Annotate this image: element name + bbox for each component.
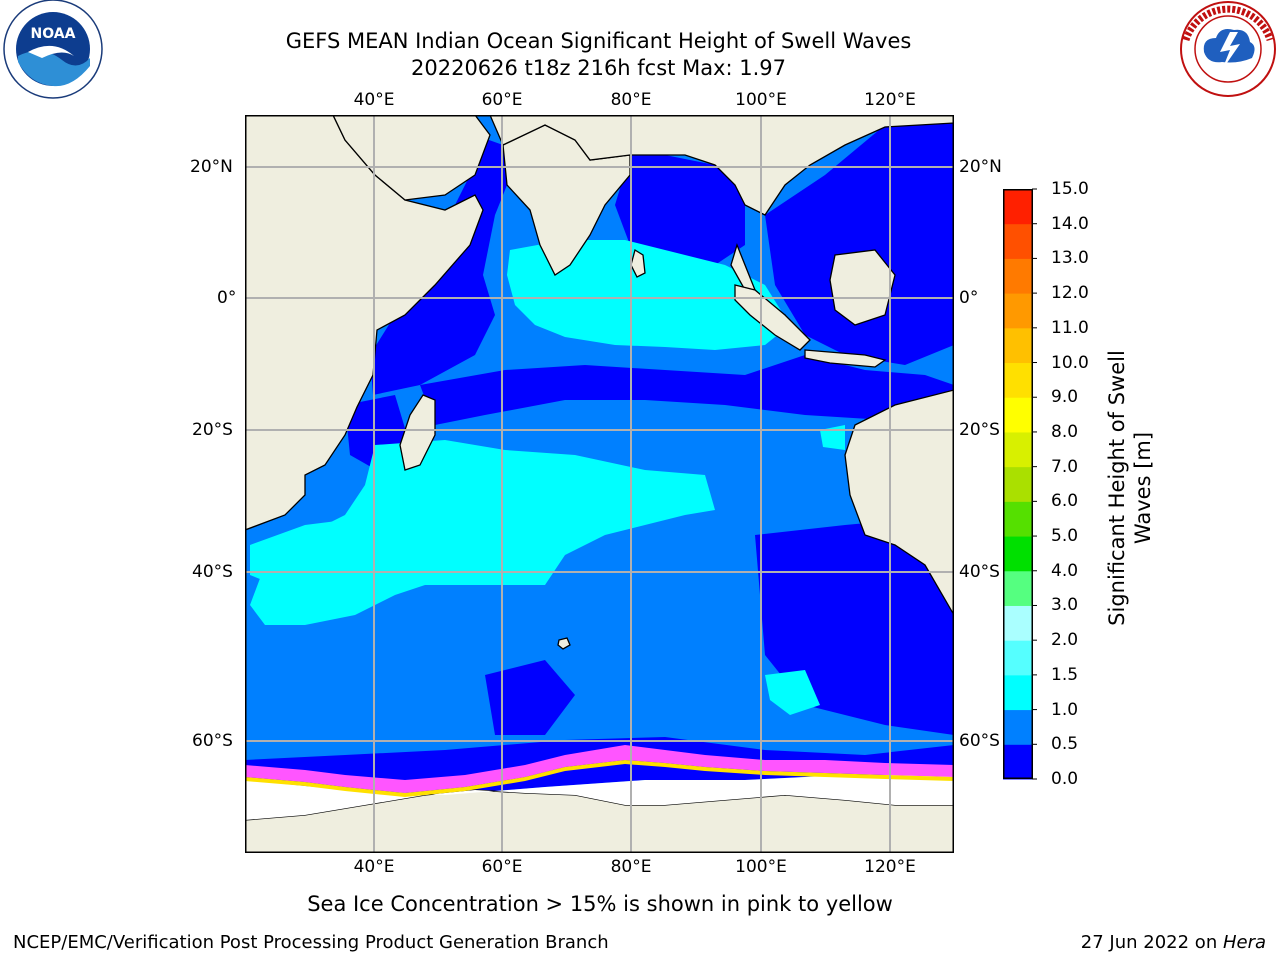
colorbar-segment [1003, 744, 1033, 780]
colorbar-segment [1003, 223, 1033, 259]
colorbar-tick-label: 7.0 [1051, 456, 1079, 477]
colorbar-segment [1003, 674, 1033, 711]
colorbar-segment [1003, 397, 1033, 433]
colorbar-segment [1003, 466, 1033, 502]
colorbar-tick-label: 14.0 [1051, 213, 1089, 234]
lat-label-left-40s: 40°S [192, 562, 233, 582]
lat-label-left-20n: 20°N [190, 157, 233, 177]
land-masses [245, 115, 954, 853]
lon-label-bottom-100e: 100°E [735, 857, 787, 877]
colorbar-tick-label: 2.0 [1051, 630, 1079, 651]
map-border [245, 115, 954, 853]
noaa-logo: NOAA [3, 0, 103, 99]
colorbar-label: Significant Height of Swell Waves [m] [1104, 338, 1156, 638]
sea-ice-caption: Sea Ice Concentration > 15% is shown in … [307, 892, 893, 916]
lat-label-left-0: 0° [217, 288, 237, 308]
nws-logo [1180, 1, 1276, 97]
lat-label-right-20s: 20°S [959, 420, 1000, 440]
footer-date-text: 27 Jun 2022 on [1080, 932, 1223, 953]
sea-ice-white [245, 775, 954, 820]
lon-label-bottom-80e: 80°E [610, 857, 652, 877]
lon-label-bottom-120e: 120°E [864, 857, 916, 877]
colorbar-segment [1003, 536, 1033, 572]
colorbar-label-line1: Significant Height of Swell [1105, 350, 1129, 626]
colorbar-tick-label: 13.0 [1051, 248, 1089, 269]
map-canvas [245, 115, 954, 853]
colorbar-segment [1003, 189, 1033, 225]
lon-label-top-100e: 100°E [735, 90, 787, 110]
colorbar-tick-label: 11.0 [1051, 317, 1089, 338]
colorbar-tick-label: 15.0 [1051, 179, 1089, 199]
noaa-logo-text: NOAA [31, 26, 76, 42]
swell-1-1.5-regions [250, 240, 845, 715]
colorbar-tick-label: 6.0 [1051, 491, 1079, 512]
sea-ice-pink-band [245, 745, 954, 793]
colorbar-tick-label: 12.0 [1051, 283, 1089, 304]
colorbar-tick-label: 1.5 [1051, 664, 1079, 685]
map-gridlines [245, 115, 954, 853]
colorbar-tick-label: 1.0 [1051, 699, 1079, 720]
colorbar-tick-label: 0.5 [1051, 734, 1079, 755]
colorbar [1003, 188, 1037, 780]
footer-branch: NCEP/EMC/Verification Post Processing Pr… [13, 932, 609, 953]
colorbar-segment [1003, 362, 1033, 398]
colorbar-tick-label: 4.0 [1051, 560, 1079, 581]
colorbar-segment [1003, 605, 1033, 641]
colorbar-segment [1003, 501, 1033, 537]
colorbar-tick-label: 9.0 [1051, 387, 1079, 408]
colorbar-svg [1003, 188, 1037, 780]
colorbar-tick-label: 3.0 [1051, 595, 1079, 616]
lon-label-top-40e: 40°E [353, 90, 395, 110]
lon-label-top-80e: 80°E [610, 90, 652, 110]
map-subtitle: 20220626 t18z 216h fcst Max: 1.97 [411, 56, 786, 80]
colorbar-segment [1003, 570, 1033, 606]
colorbar-segment [1003, 709, 1033, 745]
lat-label-right-0: 0° [959, 288, 979, 308]
colorbar-segment [1003, 258, 1033, 294]
footer-date: 27 Jun 2022 on Hera [1081, 932, 1266, 954]
colorbar-segment [1003, 640, 1033, 676]
colorbar-label-line2: Waves [m] [1131, 431, 1155, 545]
swell-height-map [245, 115, 954, 853]
colorbar-border [1003, 189, 1033, 779]
colorbar-tick-label: 5.0 [1051, 526, 1079, 547]
colorbar-segment [1003, 431, 1033, 468]
colorbar-tick-label: 8.0 [1051, 421, 1079, 442]
footer-host: Hera [1222, 932, 1266, 953]
lon-label-bottom-40e: 40°E [353, 857, 395, 877]
lon-label-bottom-60e: 60°E [481, 857, 523, 877]
lat-label-right-60s: 60°S [959, 731, 1000, 751]
lat-label-right-20n: 20°N [959, 157, 1002, 177]
lat-label-left-20s: 20°S [192, 420, 233, 440]
map-title: GEFS MEAN Indian Ocean Significant Heigh… [285, 29, 912, 53]
colorbar-segment [1003, 293, 1033, 329]
colorbar-segment [1003, 327, 1033, 364]
lon-label-top-120e: 120°E [864, 90, 916, 110]
lat-label-right-40s: 40°S [959, 562, 1000, 582]
lon-label-top-60e: 60°E [481, 90, 523, 110]
colorbar-tick-label: 0.0 [1051, 769, 1079, 789]
lat-label-left-60s: 60°S [192, 731, 233, 751]
colorbar-tick-label: 10.0 [1051, 352, 1089, 373]
